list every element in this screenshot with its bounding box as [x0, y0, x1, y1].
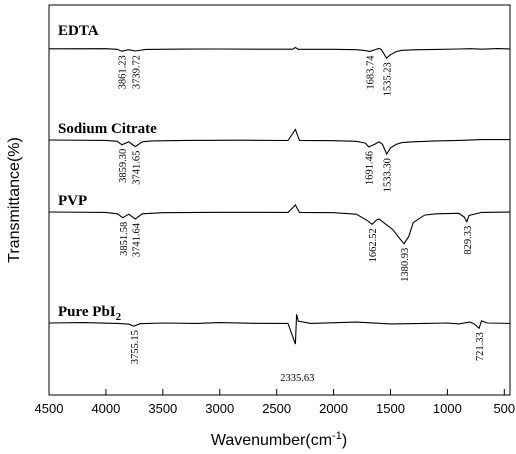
peak-label: 1380.93 [400, 248, 411, 282]
series-line-edta [48, 46, 511, 60]
peak-label: 3859.30 [118, 149, 129, 183]
peak-label: 3741.65 [131, 151, 142, 185]
series-label-pure-pbi: Pure PbI2 [58, 304, 122, 323]
peak-label: 829.33 [463, 226, 474, 255]
series-line-sodium-citrate [48, 128, 510, 156]
peak-label: 1535.23 [383, 62, 394, 96]
x-tick-label: 3000 [205, 401, 234, 416]
peak-label: 3861.23 [118, 55, 129, 89]
x-tick-label: 1000 [433, 401, 462, 416]
x-tick-label: 4000 [91, 401, 120, 416]
peak-label: 3741.64 [131, 222, 142, 257]
series-labels-layer: EDTA Sodium Citrate PVP Pure PbI2 [58, 23, 157, 323]
peak-label: 2335.63 [280, 373, 314, 384]
peak-label: 1662.52 [368, 228, 379, 262]
plot-frame [48, 4, 511, 396]
peak-label: 1533.30 [383, 158, 394, 192]
x-axis: 4500 4000 3500 3000 2500 2000 1500 1000 500 [35, 389, 515, 416]
series-line-pvp [48, 204, 511, 245]
x-axis-label: Wavenumber(cm-1) [211, 430, 347, 449]
peak-label: 3755.15 [130, 330, 141, 364]
peak-label: 1691.46 [365, 151, 376, 185]
x-tick-label: 1500 [376, 401, 405, 416]
x-tick-label: 4500 [35, 401, 64, 416]
series-label-edta: EDTA [58, 23, 99, 39]
series-label-sodium-citrate: Sodium Citrate [58, 121, 157, 137]
y-axis-label: Transmittance(%) [6, 137, 23, 263]
peak-label: 721.33 [475, 332, 486, 361]
x-tick-label: 2000 [319, 401, 348, 416]
x-tick-label: 3500 [148, 401, 177, 416]
peak-label: 3851.58 [119, 222, 130, 256]
traces-layer [48, 46, 511, 345]
x-tick-label: 2500 [262, 401, 291, 416]
series-label-pvp: PVP [58, 193, 87, 209]
x-tick-label: 500 [493, 401, 515, 416]
series-line-pure-pbi [48, 314, 511, 345]
peak-label: 3739.72 [132, 55, 143, 89]
peak-label: 1683.74 [366, 55, 377, 90]
